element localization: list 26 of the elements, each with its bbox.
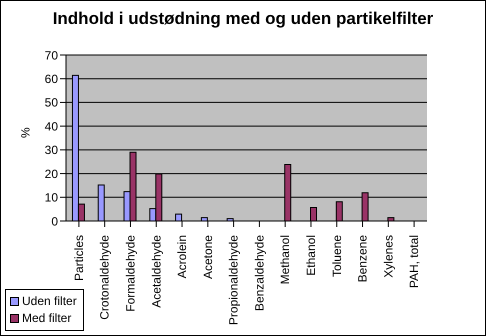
y-tick-label: 0 [51,214,58,228]
x-tick-label: Acetone [200,234,215,280]
x-tick-label: Formaldehyde [123,234,138,312]
y-tick-label: 70 [44,48,58,62]
y-tick-label: 40 [44,119,58,134]
y-tick-label: 50 [44,96,58,110]
y-tick-label: 10 [44,190,58,205]
y-tick-label: 30 [44,143,58,158]
y-tick-label: 20 [44,166,58,181]
x-tick-label: Particles [72,235,86,282]
x-tick-label: Toluene [330,234,344,278]
chart-title: Indhold i udstødning med og uden partikelfilter [52,9,434,29]
legend-label: Uden filter [22,293,77,310]
x-tick-label: Acetaldehyde [149,234,164,308]
x-tick-label: Ethanol [304,235,318,276]
x-tick-label: Benzene [356,234,370,282]
legend-label: Med filter [22,310,72,327]
x-tick-label: Acrolein [175,235,190,278]
y-axis-title: % [18,127,32,138]
x-tick-label: Methanol [278,235,292,284]
x-tick-label: Xylenes [381,235,396,278]
x-tick-label: Crotonaldehyde [98,234,112,320]
x-tick-label: Propionaldehyde [226,234,241,326]
x-tick-label: Benzaldehyde [252,234,266,312]
y-tick-label: 60 [44,72,58,86]
x-tick-label: PAH, total [407,235,422,288]
